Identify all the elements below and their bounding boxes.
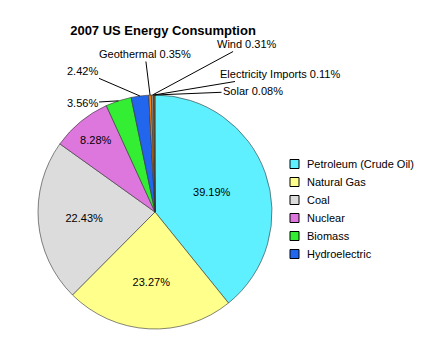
svg-text:Coal: Coal xyxy=(307,194,330,206)
svg-text:8.28%: 8.28% xyxy=(80,134,111,146)
svg-text:22.43%: 22.43% xyxy=(65,212,103,224)
svg-text:Nuclear: Nuclear xyxy=(307,212,345,224)
svg-text:3.56%: 3.56% xyxy=(67,97,98,109)
svg-text:2.42%: 2.42% xyxy=(67,65,98,77)
svg-text:Electricity Imports 0.11%: Electricity Imports 0.11% xyxy=(220,68,340,80)
svg-text:2007 US Energy Consumption: 2007 US Energy Consumption xyxy=(70,23,256,38)
svg-text:Hydroelectric: Hydroelectric xyxy=(307,248,372,260)
svg-text:Biomass: Biomass xyxy=(307,230,350,242)
svg-text:Geothermal 0.35%: Geothermal 0.35% xyxy=(99,48,191,60)
svg-text:Solar 0.08%: Solar 0.08% xyxy=(223,85,283,97)
svg-text:Natural Gas: Natural Gas xyxy=(307,176,366,188)
svg-text:23.27%: 23.27% xyxy=(133,276,171,288)
svg-text:Petroleum (Crude Oil): Petroleum (Crude Oil) xyxy=(307,158,414,170)
svg-text:39.19%: 39.19% xyxy=(193,186,231,198)
svg-text:Wind 0.31%: Wind 0.31% xyxy=(217,38,277,50)
